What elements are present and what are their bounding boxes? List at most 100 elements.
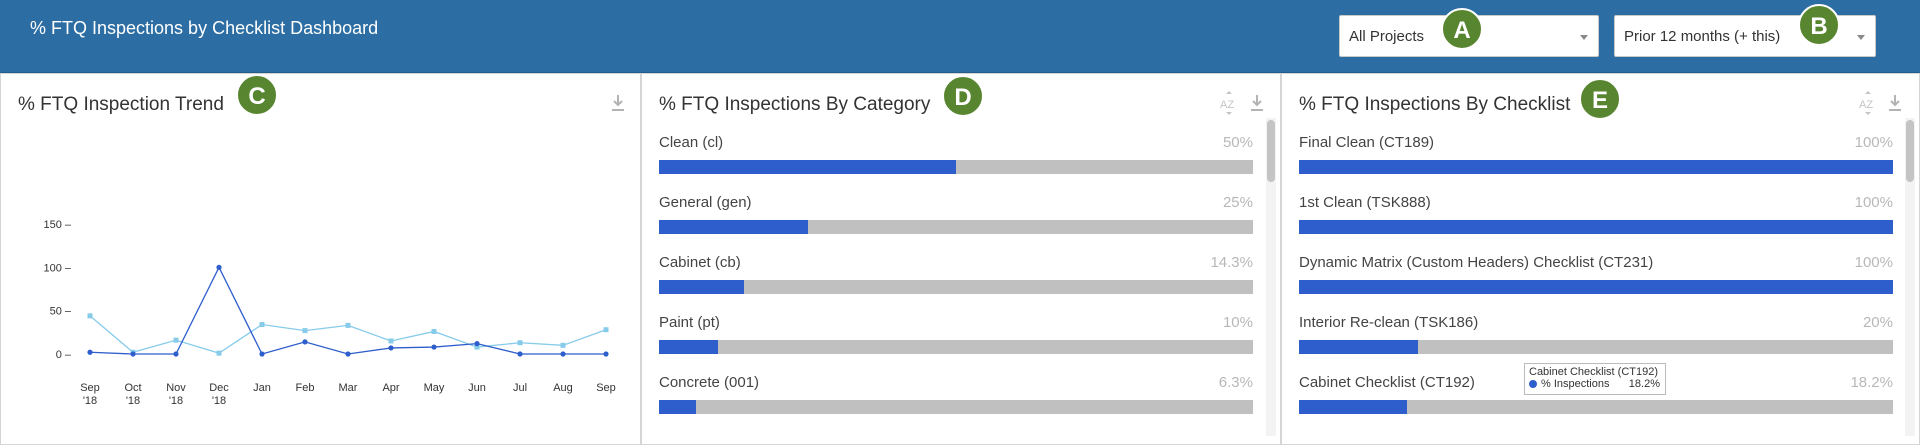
inspections-data-point	[173, 337, 179, 343]
x-tick-label: May	[424, 382, 445, 394]
x-tick-label: '18	[169, 395, 183, 407]
x-tick-label: '18	[126, 395, 140, 407]
scrollbar[interactable]	[1266, 118, 1276, 436]
ftq-data-point	[259, 351, 265, 357]
trend-chart: 0 –50 –100 –150 –Sep'18Oct'18Nov'18Dec'1…	[43, 219, 616, 407]
checklist-value: 100%	[1854, 254, 1893, 271]
category-value: 14.3%	[1210, 254, 1253, 271]
checklist-panel: % FTQ Inspections By Checklist AZ Final …	[1281, 73, 1920, 445]
checklist-bar-track	[1299, 400, 1893, 414]
y-tick-label: 0 –	[56, 349, 72, 361]
page-title: % FTQ Inspections by Checklist Dashboard	[30, 18, 379, 38]
chevron-down-icon	[1580, 35, 1588, 40]
inspections-data-point	[603, 327, 609, 333]
x-tick-label: Dec	[209, 382, 229, 394]
x-tick-label: Apr	[382, 382, 399, 394]
checklist-value: 20%	[1862, 314, 1893, 331]
checklist-bar-track	[1299, 340, 1893, 354]
category-label: General (gen)	[659, 194, 752, 211]
trend-panel: % FTQ Inspection Trend 0 – 50 – 100 – 150 –…	[0, 73, 641, 445]
category-bar-row[interactable]: Clean (cl) 50%	[659, 134, 1253, 184]
x-tick-label: Aug	[553, 382, 573, 394]
download-icon[interactable]	[610, 94, 626, 112]
category-bar-track	[659, 280, 1253, 294]
project-select-value: All Projects	[1349, 28, 1425, 45]
category-bar-fill	[659, 160, 956, 174]
checklist-bar-fill	[1299, 160, 1893, 174]
checklist-value: 100%	[1854, 194, 1893, 211]
checklist-label: Final Clean (CT189)	[1299, 134, 1435, 151]
download-icon[interactable]	[1249, 94, 1265, 112]
ftq-data-point	[216, 264, 222, 270]
category-bar-track	[659, 340, 1253, 354]
category-bar-row[interactable]: General (gen) 25%	[659, 194, 1253, 244]
svg-text:AZ: AZ	[1859, 99, 1873, 111]
checklist-bar-row[interactable]: Interior Re-clean (TSK186) 20%	[1299, 314, 1893, 364]
checklist-bar-track	[1299, 280, 1893, 294]
category-bar-fill	[659, 340, 719, 354]
tooltip-series: % Inspections	[1541, 378, 1610, 390]
category-panel-title: % FTQ Inspections By Category	[659, 94, 931, 115]
download-icon[interactable]	[1887, 94, 1903, 112]
inspections-data-point	[560, 342, 566, 348]
category-value: 6.3%	[1218, 374, 1253, 391]
category-bar-track	[659, 400, 1253, 414]
checklist-label: Cabinet Checklist (CT192)	[1299, 374, 1475, 391]
x-tick-label: Jun	[468, 382, 486, 394]
tooltip-title: Cabinet Checklist (CT192)	[1529, 366, 1658, 378]
checklist-label: 1st Clean (TSK888)	[1299, 194, 1431, 211]
category-bar-row[interactable]: Cabinet (cb) 14.3%	[659, 254, 1253, 304]
tooltip-value: 18.2%	[1628, 378, 1660, 390]
category-bar-row[interactable]: Paint (pt) 10%	[659, 314, 1253, 364]
category-label: Cabinet (cb)	[659, 254, 741, 271]
sort-az-icon[interactable]: AZ	[1219, 90, 1239, 116]
ftq-data-point	[345, 351, 351, 357]
x-tick-label: '18	[212, 395, 226, 407]
x-tick-label: Sep	[596, 382, 616, 394]
x-tick-label: Mar	[339, 382, 358, 394]
inspections-data-point	[87, 313, 93, 319]
ftq-data-point	[87, 349, 93, 355]
annotation-badge-d: D	[942, 75, 984, 117]
annotation-badge-a: A	[1441, 8, 1483, 50]
inspections-data-point	[259, 322, 265, 328]
x-tick-label: Sep	[80, 382, 100, 394]
y-tick-label: 150 –	[43, 219, 71, 231]
checklist-bar-track	[1299, 160, 1893, 174]
checklist-bar-row[interactable]: Final Clean (CT189) 100%	[1299, 134, 1893, 184]
tooltip-row: % Inspections 18.2%	[1529, 378, 1661, 390]
ftq-data-point	[517, 351, 523, 357]
checklist-value: 100%	[1854, 134, 1893, 151]
scroll-thumb[interactable]	[1906, 120, 1914, 182]
checklist-bar-fill	[1299, 220, 1893, 234]
ftq-data-point	[603, 351, 609, 357]
ftq-series-line	[89, 265, 606, 355]
checklist-bar-row[interactable]: 1st Clean (TSK888) 100%	[1299, 194, 1893, 244]
inspections-data-point	[431, 328, 437, 334]
ftq-data-point	[173, 351, 179, 357]
annotation-badge-c: C	[236, 74, 278, 116]
category-bar-row[interactable]: Concrete (001) 6.3%	[659, 374, 1253, 424]
ftq-data-point	[431, 344, 437, 350]
category-label: Clean (cl)	[659, 134, 724, 151]
checklist-bar-fill	[1299, 280, 1893, 294]
chevron-down-icon	[1857, 35, 1865, 40]
inspections-data-point	[302, 328, 308, 334]
ftq-data-point	[130, 351, 136, 357]
ftq-data-point	[302, 339, 308, 345]
checklist-bar-row[interactable]: Cabinet Checklist (CT192) 18.2%	[1299, 374, 1893, 424]
annotation-badge-e: E	[1579, 78, 1621, 120]
category-bar-track	[659, 220, 1253, 234]
checklist-value: 18.2%	[1850, 374, 1893, 391]
ftq-data-point	[388, 345, 394, 351]
x-tick-label: Feb	[296, 382, 315, 394]
y-tick-label: 100 –	[43, 262, 71, 274]
scrollbar[interactable]	[1905, 118, 1915, 436]
sort-az-icon[interactable]: AZ	[1858, 90, 1878, 116]
category-bar-fill	[659, 400, 697, 414]
inspections-data-point	[345, 322, 351, 328]
category-value: 50%	[1222, 134, 1253, 151]
category-value: 25%	[1222, 194, 1253, 211]
scroll-thumb[interactable]	[1267, 120, 1275, 182]
checklist-bar-row[interactable]: Dynamic Matrix (Custom Headers) Checklis…	[1299, 254, 1893, 304]
